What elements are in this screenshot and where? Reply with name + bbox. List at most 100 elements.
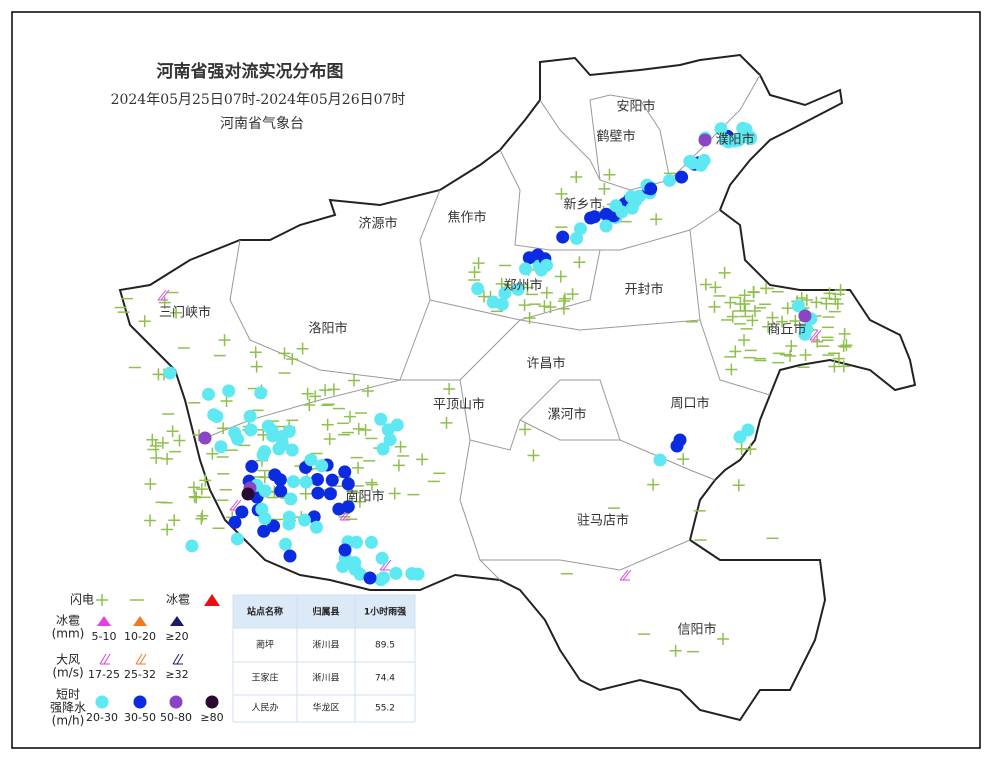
lightning-mark [166, 425, 179, 438]
rain-dot [241, 487, 255, 501]
lightning-mark [206, 447, 219, 460]
lightning-mark [766, 311, 779, 324]
rain-dot [185, 539, 199, 553]
lightning-mark [518, 299, 531, 312]
lightning-mark [352, 422, 365, 435]
lightning-mark [188, 490, 201, 503]
map-title: 河南省强对流实况分布图 [157, 61, 344, 82]
legend-label: ≥32 [165, 668, 188, 681]
lightning-mark [746, 314, 759, 327]
city-label: 南阳市 [345, 489, 384, 505]
lightning-mark [144, 478, 157, 491]
lightning-mark [709, 281, 722, 294]
rain-dot [683, 154, 697, 168]
lightning-mark [558, 295, 571, 308]
rain-dot [198, 431, 212, 445]
lightning-mark [416, 453, 429, 466]
lightning-mark [361, 384, 374, 397]
rain-dot [556, 230, 570, 244]
rain-dot [163, 366, 177, 380]
rain-dot [285, 443, 299, 457]
table-cell: 74.4 [375, 674, 395, 684]
rain-dot [495, 297, 509, 311]
lightning-mark [388, 487, 401, 500]
lightning-mark [173, 434, 186, 447]
rain-dot [625, 201, 639, 215]
rain-dot [284, 492, 298, 506]
lightning-mark [199, 474, 212, 487]
border [199, 319, 521, 441]
lightning-mark [734, 298, 747, 311]
legend-hail-size [97, 616, 111, 626]
lightning-mark [195, 512, 208, 525]
table-cell: 王家庄 [251, 672, 278, 684]
lightning-mark [158, 296, 171, 309]
rain-dot [363, 571, 377, 585]
city-label: 濮阳市 [715, 132, 754, 148]
rain-dot [245, 459, 259, 473]
lightning-mark [570, 171, 583, 184]
lightning-mark [820, 297, 833, 310]
rain-dot [644, 182, 658, 196]
legend-hail-size [133, 616, 147, 626]
lightning-mark [321, 418, 334, 431]
rain-dot [222, 384, 236, 398]
legend-label: 冰雹 [166, 593, 190, 607]
legend-label: (m/h) [52, 714, 85, 728]
lightning-mark [747, 285, 760, 298]
lightning-mark [323, 433, 336, 446]
rain-dot [364, 535, 378, 549]
rain-dot [798, 327, 812, 341]
legend-wind [135, 653, 147, 665]
lightning-mark [144, 514, 157, 527]
rain-dot [261, 419, 275, 433]
lightning-mark [708, 300, 721, 313]
rain-dot [267, 519, 281, 533]
lightning-mark [249, 346, 262, 359]
lightning-mark [785, 340, 798, 353]
lightning-mark [840, 339, 853, 352]
border [419, 189, 601, 321]
border [689, 229, 701, 321]
rain-dot [257, 524, 271, 538]
lightning-mark [319, 384, 332, 397]
legend-hail [204, 594, 220, 606]
rain-dot [390, 418, 404, 432]
legend-label: 大风 [56, 653, 80, 667]
legend-label: 17-25 [88, 668, 120, 681]
lightning-mark [729, 345, 742, 358]
lightning-mark [443, 383, 456, 396]
lightning-mark [789, 314, 802, 327]
lightning-mark [303, 398, 316, 411]
rain-dot [349, 535, 363, 549]
rain-dot [338, 543, 352, 557]
lightning-mark [472, 257, 485, 270]
legend-hail-size [170, 616, 184, 626]
legend-label: 25-32 [124, 668, 156, 681]
table-cell: 华龙区 [312, 702, 339, 714]
rain-dot [511, 282, 525, 296]
lightning-mark [359, 423, 372, 436]
lightning-mark [218, 334, 231, 347]
lightning-mark [468, 266, 481, 279]
lightning-mark [781, 302, 794, 315]
city-label: 洛阳市 [308, 321, 347, 337]
table-cell: 55.2 [375, 704, 395, 714]
rain-dot [353, 567, 367, 581]
table-cell: 淅川县 [312, 639, 339, 651]
lightning-mark [677, 453, 690, 466]
lightning-mark [299, 487, 312, 500]
rain-dot [374, 573, 388, 587]
lightning-mark [348, 374, 361, 387]
observation-marks [114, 121, 853, 657]
city-label: 商丘市 [767, 322, 806, 338]
rain-dot [207, 408, 221, 422]
lightning-mark [138, 315, 151, 328]
city-label: 信阳市 [677, 622, 716, 638]
legend-label: 短时 [56, 688, 80, 702]
lightning-mark [598, 182, 611, 195]
rain-dot [338, 465, 352, 479]
lightning-mark [301, 387, 314, 400]
city-label: 新乡市 [563, 197, 602, 213]
